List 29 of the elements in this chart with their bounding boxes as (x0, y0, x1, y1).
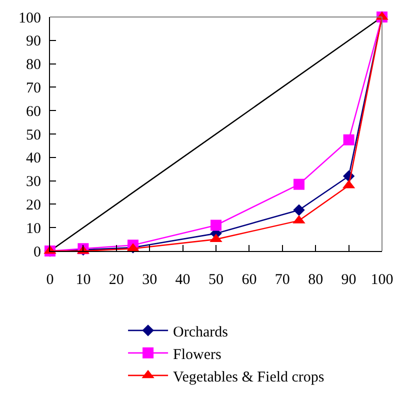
y-tick-label: 80 (26, 57, 41, 74)
x-tick-label: 20 (108, 272, 124, 288)
x-tick-label: 10 (76, 272, 91, 288)
y-tick-label: 40 (26, 150, 41, 167)
y-tick-label: 10 (26, 220, 41, 237)
y-tick-label: 0 (34, 244, 41, 260)
point (210, 220, 222, 231)
x-tick-label: 90 (341, 272, 356, 288)
x-tick-label: 70 (274, 272, 290, 288)
y-tick-label: 60 (26, 104, 41, 120)
legend-label: Orchards (173, 324, 228, 340)
point (343, 134, 354, 146)
x-tick-label: 60 (242, 272, 257, 288)
x-tick-label: 30 (142, 272, 158, 288)
x-tick-label: 40 (175, 272, 190, 288)
x-tick-label: 80 (308, 272, 324, 288)
legend-label: Vegetables & Field crops (173, 369, 324, 386)
y-tick-label: 70 (26, 80, 41, 96)
y-tick-label: 20 (26, 197, 41, 214)
point (293, 204, 305, 216)
point (294, 178, 304, 190)
y-tick-label: 30 (26, 174, 41, 190)
x-tick-label: 50 (208, 272, 224, 288)
x-tick-label: 0 (46, 272, 54, 288)
legend-label: Flowers (173, 346, 222, 363)
x-tick-label: 100 (370, 272, 394, 288)
y-tick-label: 90 (26, 34, 41, 50)
y-tick-label: 100 (18, 10, 41, 26)
y-tick-label: 50 (26, 127, 41, 144)
